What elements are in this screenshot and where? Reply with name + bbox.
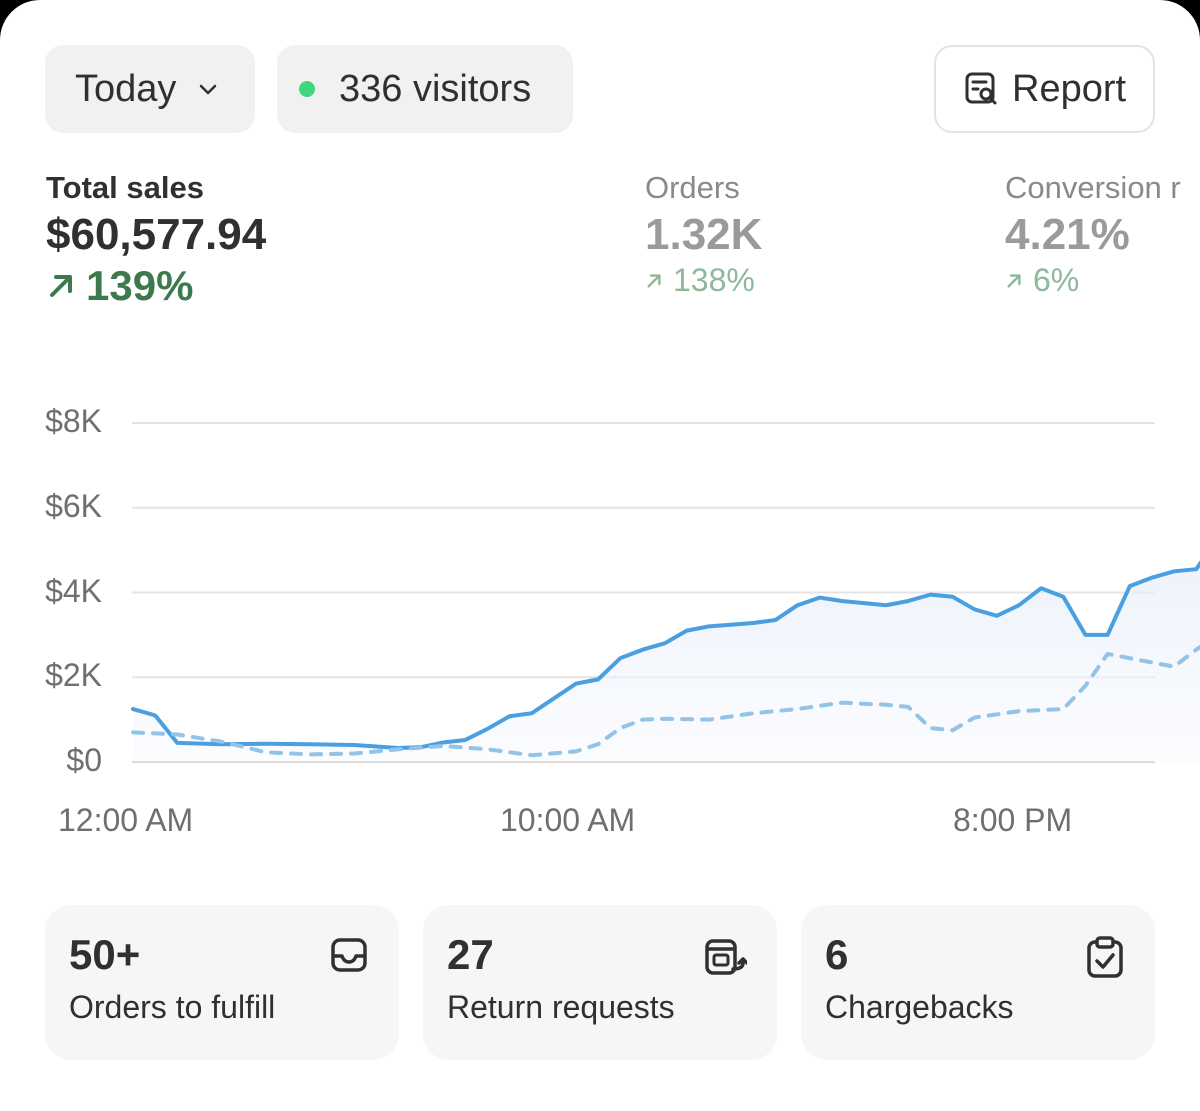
metric-change: 6% <box>1005 262 1181 299</box>
metric-label: Conversion r <box>1005 170 1181 205</box>
metric-label: Total sales <box>46 170 204 205</box>
metric-value: 4.21% <box>1005 210 1130 259</box>
arrow-up-right-icon <box>1005 272 1023 290</box>
visitors-label: 336 visitors <box>339 67 532 110</box>
report-button[interactable]: Report <box>934 45 1155 133</box>
live-status-dot-icon <box>299 81 315 97</box>
y-tick-label: $2K <box>45 657 102 694</box>
action-cards: 50+ Orders to fulfill 27 Return requests <box>0 905 1200 1065</box>
inbox-icon <box>329 935 369 980</box>
orders-to-fulfill-card[interactable]: 50+ Orders to fulfill <box>45 905 399 1060</box>
return-icon <box>703 935 749 984</box>
metrics-row: Total sales $60,577.94 139% Orders 1.32K… <box>0 160 1200 330</box>
card-count: 27 <box>447 931 494 978</box>
y-tick-label: $0 <box>66 742 102 778</box>
metric-change: 138% <box>645 262 762 299</box>
arrow-up-right-icon <box>46 271 76 301</box>
metric-orders[interactable]: Orders 1.32K 138% <box>645 170 762 299</box>
x-tick-label: 12:00 AM <box>58 802 194 838</box>
metric-value: $60,577.94 <box>46 210 267 259</box>
card-count: 50+ <box>69 931 141 978</box>
sales-chart-plot <box>131 422 1200 763</box>
period-label: Today <box>75 67 177 110</box>
card-label: Orders to fulfill <box>69 989 276 1025</box>
top-bar: Today 336 visitors Report <box>0 0 1200 140</box>
metric-total-sales[interactable]: Total sales $60,577.94 139% <box>46 170 266 310</box>
metric-value: 1.32K <box>645 210 763 259</box>
metric-conversion[interactable]: Conversion r 4.21% 6% <box>1005 170 1181 299</box>
card-label: Return requests <box>447 989 675 1025</box>
y-tick-label: $6K <box>45 487 102 524</box>
return-requests-card[interactable]: 27 Return requests <box>423 905 777 1060</box>
report-search-icon <box>964 71 1000 107</box>
period-selector[interactable]: Today <box>45 45 255 133</box>
chevron-down-icon <box>196 77 220 101</box>
metric-change-value: 139% <box>86 262 194 309</box>
x-tick-label: 10:00 AM <box>500 802 636 838</box>
live-visitors-badge[interactable]: 336 visitors <box>277 45 573 133</box>
metric-label: Orders <box>645 170 740 205</box>
y-tick-label: $4K <box>45 572 102 609</box>
report-label: Report <box>1012 67 1127 110</box>
x-tick-label: 8:00 PM <box>953 802 1073 838</box>
arrow-up-right-icon <box>645 272 663 290</box>
y-tick-label: $8K <box>45 403 102 439</box>
series-line-2 <box>131 644 1200 758</box>
card-label: Chargebacks <box>825 989 1014 1025</box>
sales-area-fill <box>133 563 1200 762</box>
metric-change: 139% <box>46 262 266 310</box>
sales-chart[interactable]: $8K $6K $4K $2K $0 12:00 AM 10:00 AM 8:00 PM <box>0 380 1200 860</box>
card-count: 6 <box>825 931 849 978</box>
chargebacks-card[interactable]: 6 Chargebacks <box>801 905 1155 1060</box>
metric-change-value: 138% <box>673 262 755 298</box>
clipboard-check-icon <box>1085 935 1125 984</box>
metric-change-value: 6% <box>1033 262 1080 298</box>
